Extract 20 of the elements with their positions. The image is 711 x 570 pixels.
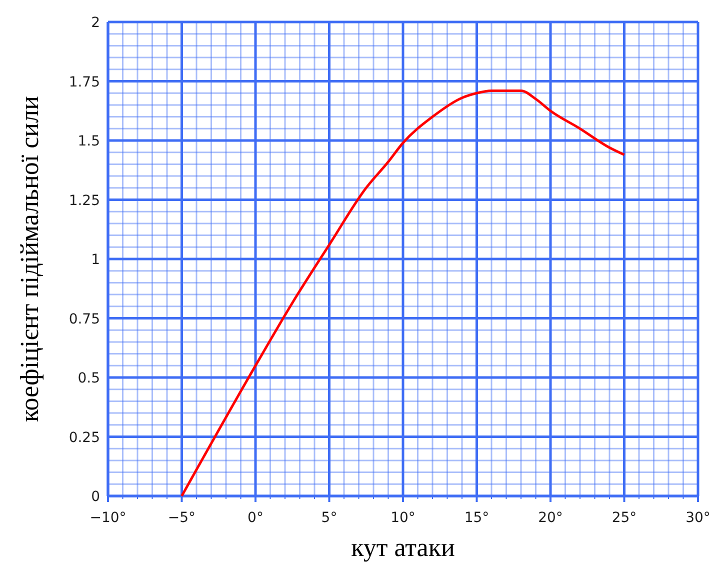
y-tick-label: 1 — [91, 252, 100, 268]
x-tick-label: 20° — [538, 510, 563, 526]
x-tick-label: 0° — [248, 510, 264, 526]
x-tick-label: −10° — [90, 510, 126, 526]
x-tick-label: 25° — [612, 510, 637, 526]
y-tick-label: 0.75 — [68, 311, 100, 328]
y-tick-label: 0 — [91, 489, 100, 505]
x-tick-label: 10° — [390, 510, 416, 526]
x-axis-title: кут атаки — [351, 533, 455, 562]
x-tick-label: 30° — [686, 510, 710, 526]
y-tick-label: 1.75 — [68, 74, 100, 90]
x-tick-label: −5° — [168, 510, 196, 526]
y-axis-title: коефіцієнт підіймальної сили — [15, 96, 44, 422]
y-tick-label: 1.25 — [68, 192, 100, 209]
x-tick-label: 5° — [321, 510, 338, 526]
y-tick-label: 0.25 — [68, 430, 100, 446]
y-tick-label: 1.5 — [78, 134, 100, 150]
y-tick-label: 0.5 — [78, 370, 100, 386]
x-tick-label: 15° — [464, 510, 490, 526]
y-tick-label: 2 — [91, 15, 100, 31]
